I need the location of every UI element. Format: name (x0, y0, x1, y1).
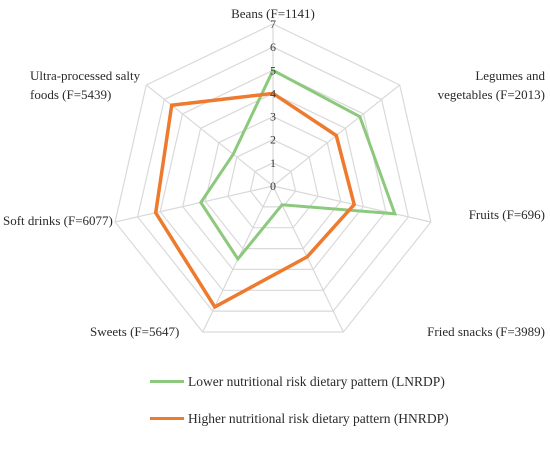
axis-label: vegetables (F=2013) (438, 87, 545, 102)
axis-label: Ultra-processed salty (30, 68, 141, 83)
grid-ring (204, 115, 342, 250)
axis-label: Soft drinks (F=6077) (3, 213, 113, 228)
grid-spoke (272, 185, 432, 223)
grid-spoke (145, 84, 274, 187)
series-line (198, 68, 397, 262)
tick-label: 1 (270, 156, 276, 170)
grid-ring (182, 92, 364, 270)
grid-ring (159, 69, 387, 291)
legend-label-lnrdp: Lower nutritional risk dietary pattern (… (188, 374, 445, 389)
legend-label-hnrdp: Higher nutritional risk dietary pattern … (188, 411, 449, 426)
grid-spoke (114, 185, 274, 223)
grid-ring (114, 23, 432, 333)
tick-label: 7 (270, 17, 276, 31)
axis-label: Legumes and (475, 68, 545, 83)
axis-label: Beans (F=1141) (231, 6, 315, 21)
grid-ring (136, 46, 410, 312)
tick-label: 6 (270, 40, 276, 54)
tick-label: 5 (270, 63, 276, 77)
axis-label: Fruits (F=696) (469, 207, 545, 222)
axis-label: Fried snacks (F=3989) (427, 324, 545, 339)
tick-label: 2 (270, 133, 276, 147)
legend-item-lnrdp: Lower nutritional risk dietary pattern (… (150, 372, 540, 391)
grid-spoke (272, 185, 344, 333)
grid-ring (227, 139, 319, 229)
axis-label: foods (F=5439) (30, 87, 111, 102)
series-line (153, 91, 357, 310)
tick-label: 4 (270, 86, 276, 100)
axis-label: Sweets (F=5647) (90, 324, 179, 339)
legend: Lower nutritional risk dietary pattern (… (150, 372, 540, 446)
radar-grid (114, 23, 432, 333)
legend-swatch-lnrdp (150, 380, 184, 383)
legend-item-hnrdp: Higher nutritional risk dietary pattern … (150, 409, 540, 428)
radar-series (153, 68, 397, 310)
grid-ring (249, 162, 297, 208)
tick-label: 3 (270, 110, 276, 124)
legend-swatch-hnrdp (150, 417, 184, 420)
tick-label: 0 (270, 179, 276, 193)
